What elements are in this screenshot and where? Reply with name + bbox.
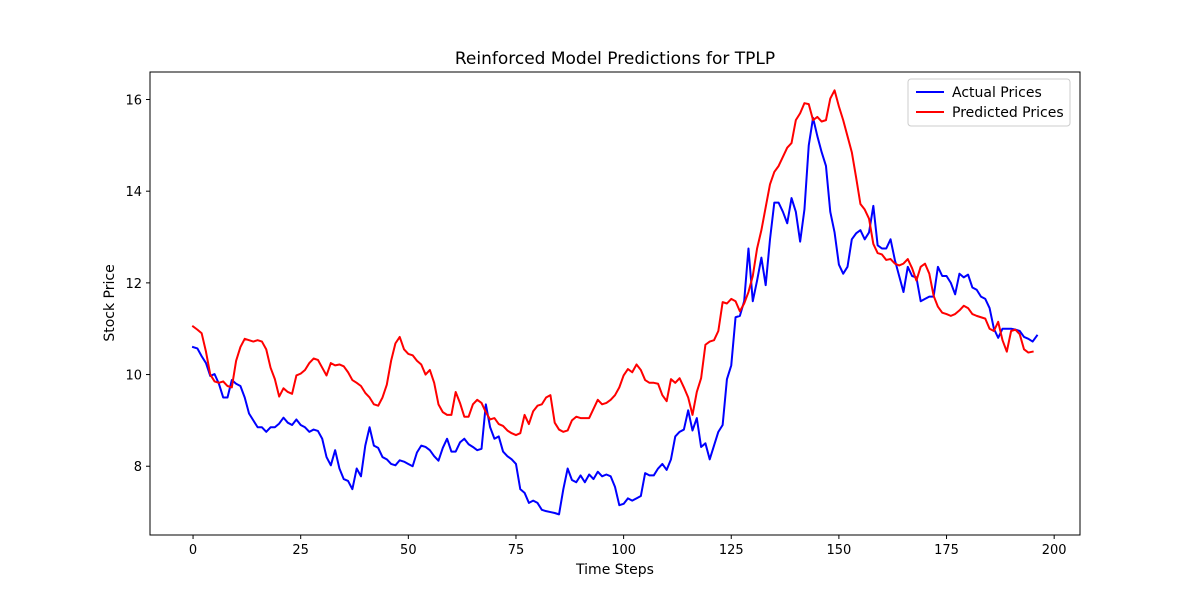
x-tick-label: 100 [611,543,636,558]
x-tick-label: 150 [826,543,851,558]
x-axis-label: Time Steps [575,562,654,578]
x-tick-label: 50 [400,543,417,558]
y-tick-label: 8 [134,460,142,475]
x-tick-label: 75 [508,543,525,558]
x-tick-label: 125 [719,543,744,558]
y-tick-label: 10 [125,369,142,384]
x-tick-label: 25 [292,543,309,558]
x-tick-label: 0 [189,543,197,558]
axes-frame [149,71,1081,536]
legend: Actual Prices Predicted Prices [907,78,1071,127]
y-axis-label: Stock Price [102,264,118,341]
axis-ticks: 0 25 50 75 100 125 150 175 200 8 10 12 14 16 [125,94,1066,558]
chart-title: Reinforced Model Predictions for TPLP [455,49,775,69]
x-tick-label: 200 [1042,543,1067,558]
series-line-predicted-prices [191,89,1034,437]
legend-box [907,78,1071,127]
plot-area [191,89,1039,516]
legend-label: Actual Prices [952,85,1042,101]
x-tick-label: 175 [934,543,959,558]
legend-label: Predicted Prices [952,105,1064,121]
y-tick-label: 16 [125,94,142,109]
y-tick-label: 12 [125,277,142,292]
y-tick-label: 14 [125,185,142,200]
